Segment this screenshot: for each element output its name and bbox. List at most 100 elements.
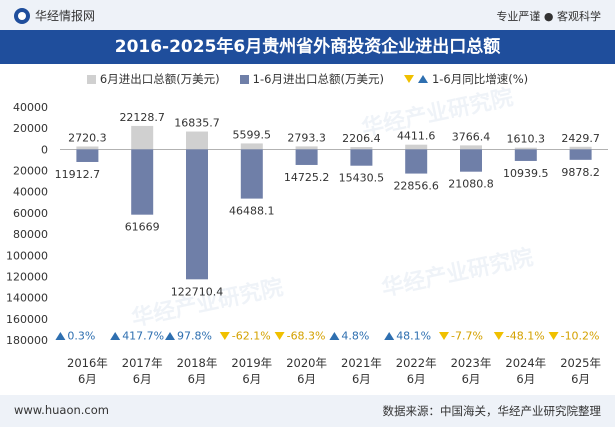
growth-down-marker [439, 332, 449, 340]
monthly-bar [460, 145, 482, 150]
cumulative-value-label: 11912.7 [55, 168, 101, 181]
monthly-bar [186, 131, 208, 150]
slogan: 专业严谨 ● 客观科学 [496, 10, 601, 23]
growth-up-marker [384, 332, 395, 340]
x-tick-label: 6月 [133, 372, 152, 386]
cumulative-bar [350, 149, 373, 166]
y-tick-label: 20000 [13, 165, 48, 178]
cumulative-value-label: 21080.8 [448, 178, 494, 191]
growth-value-label: -10.2% [561, 330, 600, 343]
cumulative-bar [186, 149, 208, 280]
growth-up-marker [55, 332, 66, 340]
y-tick-label: 60000 [13, 207, 48, 220]
monthly-value-label: 2429.7 [561, 132, 600, 145]
chart-title: 2016-2025年6月贵州省外商投资企业进出口总额 [114, 37, 501, 57]
legend-growth: 1-6月同比增速(%) [403, 71, 529, 87]
x-tick-label: 6月 [462, 372, 481, 386]
x-tick-label: 2021年 [341, 356, 382, 370]
cumulative-bar [131, 149, 154, 215]
legend-cumulative-label: 1-6月进出口总额(万美元) [252, 72, 384, 86]
growth-up-marker [329, 332, 340, 340]
x-tick-label: 6月 [516, 372, 535, 386]
x-tick-label: 6月 [352, 372, 371, 386]
data-source: 数据来源：中国海关，华经产业研究院整理 [382, 404, 602, 418]
x-tick-label: 2017年 [122, 356, 163, 370]
growth-value-label: -62.1% [232, 330, 271, 343]
growth-value-label: 48.1% [396, 330, 431, 343]
brand[interactable]: 华经情报网 [14, 7, 95, 24]
legend-cumulative-swatch [239, 74, 249, 84]
y-tick-label: 20000 [13, 122, 48, 135]
legend-cumulative: 1-6月进出口总额(万美元) [239, 71, 384, 87]
monthly-bar [569, 146, 592, 150]
legend-growth-down-swatch [403, 75, 414, 83]
legend: 6月进出口总额(万美元) 1-6月进出口总额(万美元) 1-6月同比增速(%) [0, 71, 615, 87]
growth-value-label: -7.7% [451, 330, 483, 343]
growth-value-label: 97.8% [177, 330, 212, 343]
x-tick-label: 2023年 [451, 356, 492, 370]
growth-up-marker [110, 332, 121, 340]
x-tick-label: 6月 [407, 372, 426, 386]
y-tick-label: 40000 [13, 186, 48, 199]
x-tick-label: 2019年 [231, 356, 272, 370]
cumulative-bar [405, 149, 428, 174]
legend-growth-label: 1-6月同比增速(%) [431, 72, 529, 86]
cumulative-value-label: 15430.5 [339, 172, 385, 185]
cumulative-bar [240, 149, 263, 199]
legend-monthly: 6月进出口总额(万美元) [86, 71, 220, 87]
monthly-bar [131, 125, 154, 150]
monthly-value-label: 2206.4 [342, 132, 381, 145]
cumulative-value-label: 14725.2 [284, 171, 330, 184]
x-tick-label: 6月 [297, 372, 316, 386]
cumulative-bar [514, 149, 537, 161]
cumulative-value-label: 61669 [125, 221, 160, 234]
monthly-value-label: 16835.7 [174, 117, 220, 130]
y-tick-label: 40000 [13, 101, 48, 114]
top-bar: 华经情报网 专业严谨 ● 客观科学 [0, 0, 615, 30]
x-tick-label: 6月 [188, 372, 207, 386]
monthly-bar [295, 146, 318, 150]
x-tick-label: 6月 [78, 372, 97, 386]
growth-up-marker [165, 332, 175, 340]
monthly-bar [240, 143, 263, 150]
x-tick-label: 2016年 [67, 356, 108, 370]
y-tick-label: 120000 [6, 270, 48, 283]
x-tick-label: 2018年 [177, 356, 218, 370]
legend-growth-up-swatch [417, 75, 428, 83]
monthly-bar [514, 147, 537, 150]
brand-name: 华经情报网 [35, 9, 96, 23]
monthly-value-label: 2720.3 [68, 131, 107, 144]
monthly-value-label: 2793.3 [287, 131, 326, 144]
monthly-bar [350, 147, 373, 150]
growth-down-marker [493, 332, 504, 340]
logo-icon [14, 7, 30, 24]
cumulative-bar [295, 149, 318, 165]
growth-down-marker [274, 332, 285, 340]
site-url[interactable]: www.huaon.com [14, 403, 109, 417]
cumulative-bar [76, 149, 99, 162]
growth-value-label: -68.3% [287, 330, 326, 343]
y-tick-label: 160000 [6, 313, 48, 326]
growth-value-label: 4.8% [341, 330, 369, 343]
monthly-value-label: 3766.4 [452, 130, 491, 143]
monthly-value-label: 22128.7 [119, 111, 165, 124]
cumulative-bar [460, 149, 482, 172]
legend-monthly-label: 6月进出口总额(万美元) [99, 72, 220, 86]
y-tick-label: 100000 [6, 249, 48, 262]
x-tick-label: 2022年 [396, 356, 437, 370]
cumulative-value-label: 10939.5 [503, 167, 549, 180]
y-tick-label: 80000 [13, 228, 48, 241]
footer: www.huaon.com 数据来源：中国海关，华经产业研究院整理 [0, 395, 615, 427]
y-tick-label: 140000 [6, 292, 48, 305]
growth-value-label: 0.3% [67, 330, 95, 343]
growth-value-label: 417.7% [122, 330, 164, 343]
y-tick-label: 180000 [6, 334, 48, 347]
chart-area: 40000 20000 0 20000 40000 60000 80000 100000 120… [6, 101, 608, 386]
x-tick-label: 2020年 [286, 356, 327, 370]
cumulative-bar [569, 149, 592, 160]
monthly-value-label: 4411.6 [397, 130, 436, 143]
monthly-bar [405, 144, 428, 150]
legend-monthly-swatch [86, 74, 96, 84]
monthly-value-label: 5599.5 [233, 128, 272, 141]
growth-down-marker [548, 332, 559, 340]
